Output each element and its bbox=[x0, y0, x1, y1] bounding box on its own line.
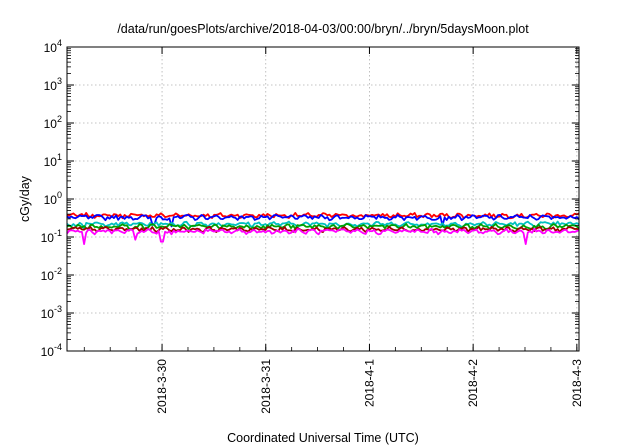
series-line bbox=[66, 225, 580, 234]
x-tick-label: 2018-4-1 bbox=[362, 359, 376, 407]
x-axis-label: Coordinated Universal Time (UTC) bbox=[227, 431, 419, 445]
y-tick-label: 100 bbox=[44, 190, 62, 207]
y-axis-label: cGy/day bbox=[18, 175, 32, 222]
x-tick-label: 2018-3-30 bbox=[155, 359, 169, 414]
y-tick-label: 10-4 bbox=[41, 342, 62, 359]
y-tick-label: 10-1 bbox=[41, 228, 62, 245]
y-tick-label: 10-2 bbox=[41, 266, 62, 283]
chart-title: /data/run/goesPlots/archive/2018-04-03/0… bbox=[117, 22, 529, 36]
x-tick-label: 2018-3-31 bbox=[259, 359, 273, 414]
series-line bbox=[66, 220, 580, 231]
y-tick-label: 10-3 bbox=[41, 304, 62, 321]
y-tick-label: 101 bbox=[44, 152, 62, 169]
x-axis: 2018-3-30 2018-3-31 2018-4-1 2018-4-2 2018-4… bbox=[83, 47, 584, 414]
x-tick-label: 2018-4-3 bbox=[570, 359, 584, 407]
series-line bbox=[66, 211, 580, 220]
y-axis: 10-4 10-3 10-2 10-1 100 101 102 103 104 bbox=[41, 38, 579, 359]
series-group bbox=[66, 211, 580, 246]
y-tick-label: 104 bbox=[44, 38, 62, 55]
series-line bbox=[66, 227, 580, 246]
series-line bbox=[66, 222, 580, 231]
y-tick-label: 103 bbox=[44, 76, 62, 93]
x-tick-label: 2018-4-2 bbox=[466, 359, 480, 407]
grid bbox=[67, 47, 579, 351]
y-tick-label: 102 bbox=[44, 114, 62, 131]
